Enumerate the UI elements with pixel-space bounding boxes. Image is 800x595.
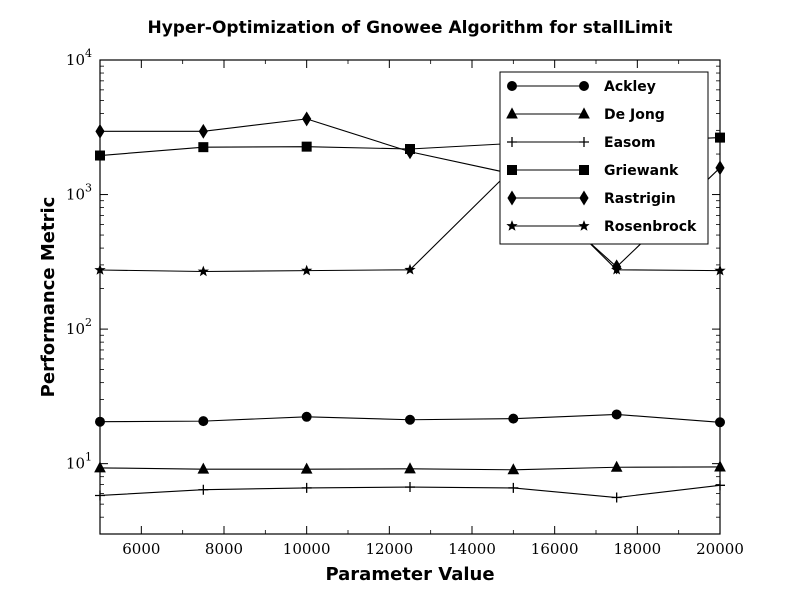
data-point [508, 413, 519, 424]
legend-marker [579, 165, 589, 175]
legend-item: Rastrigin [507, 190, 676, 207]
legend-marker [579, 190, 589, 206]
data-point [507, 463, 520, 475]
data-point [715, 480, 725, 491]
y-tick-label: 102 [66, 316, 92, 338]
x-tick-label: 20000 [696, 540, 744, 558]
chart-title: Hyper-Optimization of Gnowee Algorithm f… [148, 18, 673, 38]
legend-marker [507, 137, 517, 147]
data-point [715, 160, 725, 176]
legend-label: Easom [604, 135, 656, 151]
data-point [611, 263, 623, 275]
data-point [405, 414, 415, 425]
legend-marker [579, 81, 589, 91]
legend-label: Rastrigin [604, 191, 676, 207]
legend-box [499, 71, 709, 245]
legend-item: Ackley [507, 79, 656, 95]
y-tick-label: 104 [66, 47, 92, 69]
data-point [301, 482, 312, 493]
series-easom [95, 480, 725, 503]
data-point [198, 123, 208, 139]
data-point [198, 484, 209, 495]
series-layer [94, 111, 726, 503]
legend-marker [507, 190, 517, 206]
x-tick-label: 14000 [448, 540, 496, 558]
series-ackley [95, 409, 725, 428]
x-tick-label: 18000 [613, 540, 661, 558]
legend-marker [578, 220, 590, 231]
x-axis: 6000 8000 10000 12000 14000 16000 18000 20000 [99, 60, 744, 558]
data-point [404, 263, 416, 275]
y-tick-exponent: 3 [85, 182, 92, 195]
data-point [714, 264, 726, 276]
data-point [301, 264, 313, 276]
y-tick-label: 103 [66, 182, 92, 204]
data-point [94, 264, 106, 275]
data-point [611, 492, 622, 503]
legend-marker [507, 165, 517, 175]
data-point [405, 144, 415, 160]
y-tick-exponent: 4 [85, 47, 92, 60]
y-tick-base: 10 [66, 455, 85, 473]
y-axis-label: Performance Metric [38, 197, 59, 398]
series-de-jong [94, 460, 726, 475]
y-tick-exponent: 2 [85, 316, 92, 329]
x-tick-label: 16000 [531, 540, 579, 558]
legend: Ackley De Jong Easom Griewank Rastrigin Rosen… [499, 71, 709, 245]
data-point [198, 416, 209, 427]
data-point [95, 123, 105, 139]
legend-label: De Jong [604, 107, 665, 123]
data-point [715, 132, 725, 143]
legend-marker [507, 81, 517, 91]
x-tick-label: 12000 [365, 540, 413, 558]
legend-marker [578, 107, 590, 119]
data-point [508, 482, 519, 493]
data-point [610, 460, 623, 472]
data-point [302, 111, 312, 127]
data-point [300, 462, 313, 474]
data-point [301, 141, 312, 152]
legend-marker [579, 137, 589, 147]
data-point [404, 462, 416, 474]
y-tick-base: 10 [66, 186, 85, 204]
data-point [714, 460, 726, 472]
legend-item: Easom [507, 135, 656, 151]
y-tick-label: 101 [66, 451, 92, 473]
data-point [715, 417, 725, 428]
data-point [405, 482, 415, 493]
data-point [198, 142, 209, 153]
data-point [94, 461, 106, 473]
x-axis-label: Parameter Value [325, 564, 494, 585]
x-tick-label: 6000 [122, 540, 160, 558]
x-tick-label: 8000 [205, 540, 243, 558]
data-point [95, 416, 105, 427]
data-point [197, 462, 210, 474]
y-tick-base: 10 [66, 51, 85, 69]
data-point [197, 265, 209, 277]
legend-item: Rosenbrock [506, 219, 697, 235]
data-point [301, 411, 312, 422]
data-point [611, 409, 622, 420]
legend-marker [506, 107, 518, 119]
legend-label: Griewank [604, 163, 679, 179]
legend-label: Rosenbrock [604, 219, 697, 235]
legend-marker [506, 220, 518, 231]
y-tick-base: 10 [66, 320, 85, 338]
y-tick-exponent: 1 [85, 451, 92, 464]
data-point [95, 490, 105, 501]
legend-item: Griewank [507, 163, 679, 179]
legend-item: De Jong [506, 107, 665, 123]
x-tick-label: 10000 [283, 540, 331, 558]
legend-label: Ackley [604, 79, 656, 95]
data-point [95, 150, 105, 161]
